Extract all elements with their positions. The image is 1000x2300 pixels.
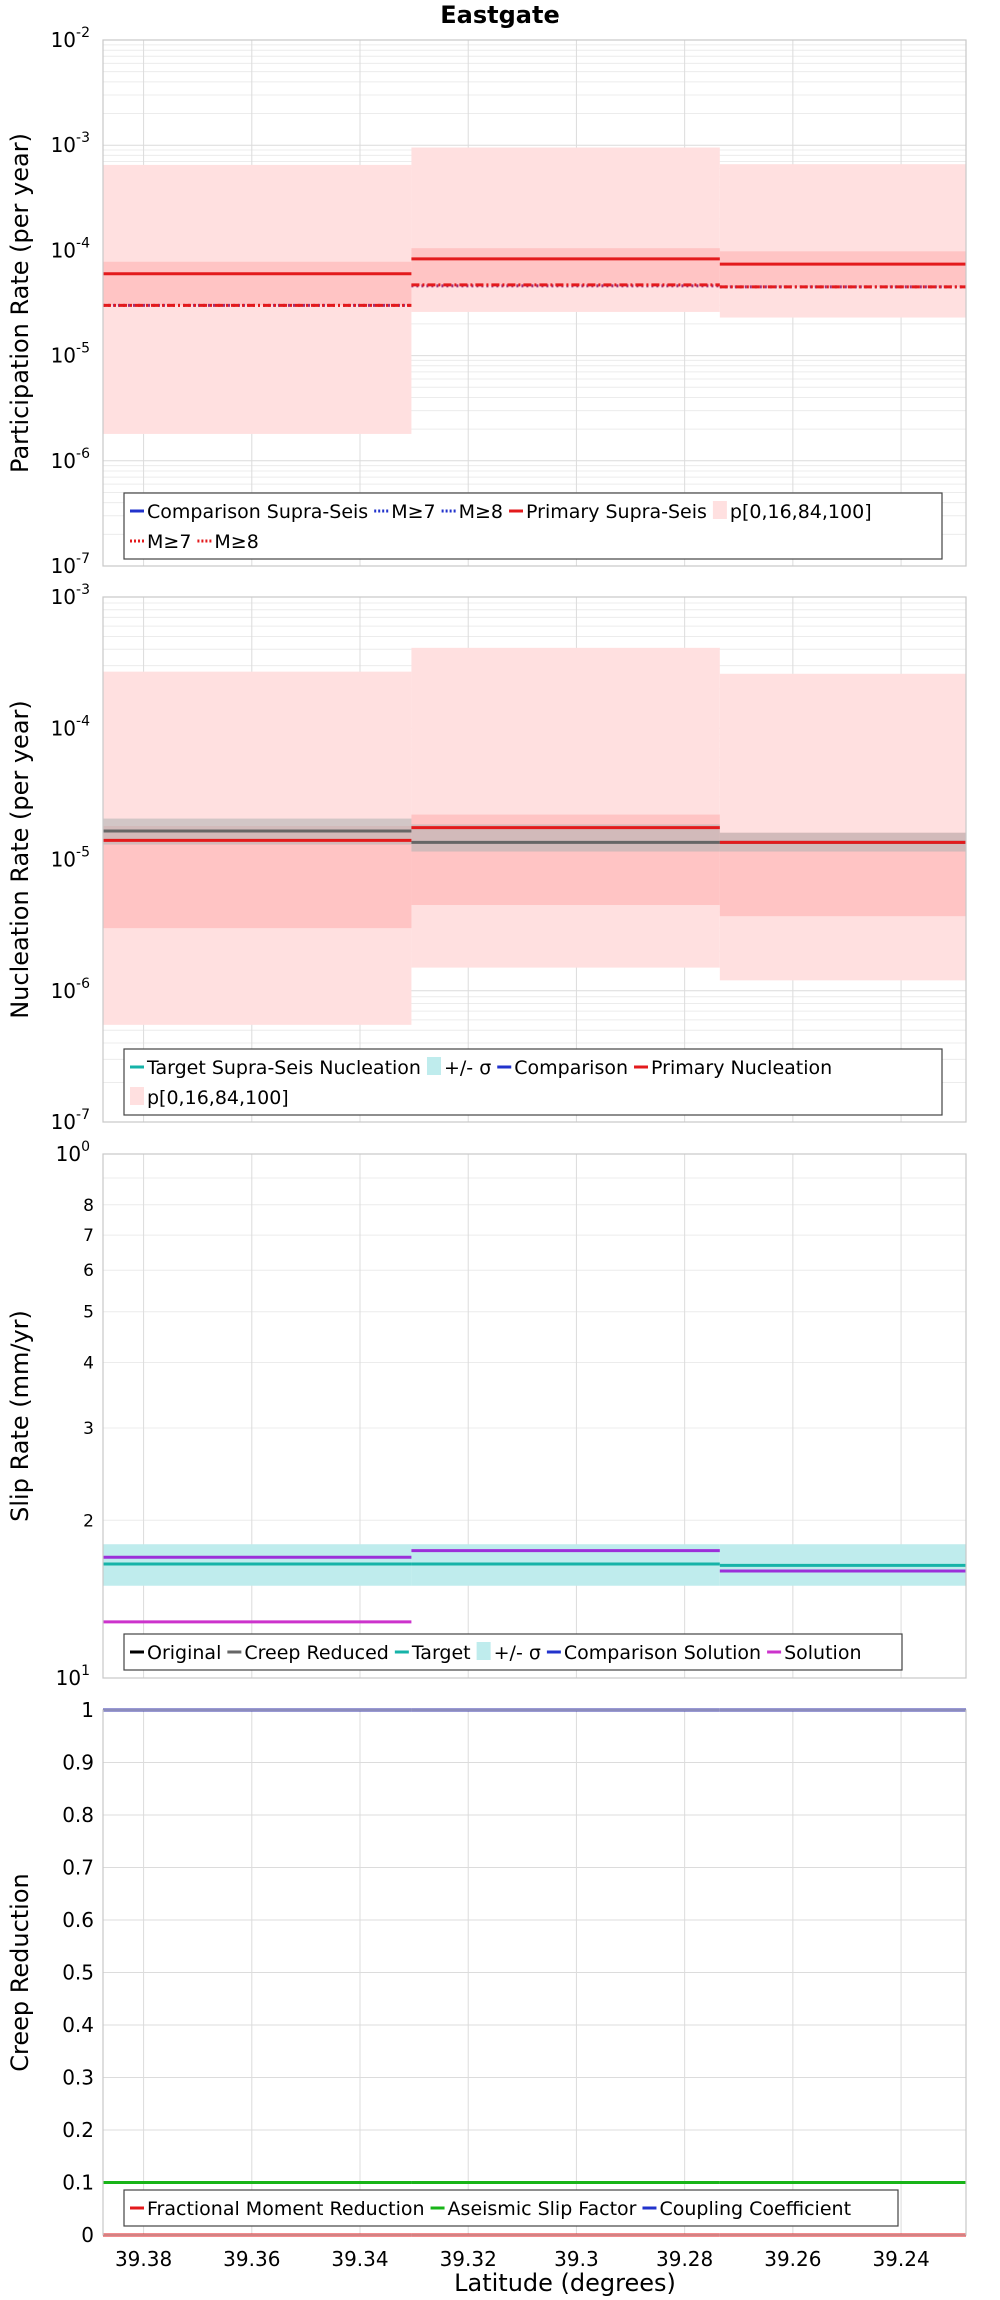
legend-label: p[0,16,84,100] [730, 501, 872, 523]
legend-label: M≥8 [214, 531, 258, 553]
plot-area [103, 1154, 966, 1678]
band-nucleation [411, 647, 720, 968]
legend-label: Target [411, 1642, 471, 1664]
panel-participation: 10-7 10-6 10-5 10-4 10-3 10-2 Participation Ra… [6, 25, 967, 578]
y-tick-label: 10-5 [51, 845, 90, 872]
y-minor-tick-label: 5 [83, 1303, 94, 1323]
y-tick-label: 10-4 [51, 713, 91, 740]
legend-label: Coupling Coefficient [659, 2198, 851, 2220]
legend-label: Solution [784, 1642, 861, 1664]
y-tick-label: 10-4 [51, 235, 91, 262]
legend-label: Comparison [514, 1057, 628, 1079]
legend-box [123, 2189, 899, 2227]
legend-swatch [476, 1642, 491, 1660]
y-minor-tick-label: 8 [83, 1196, 94, 1216]
x-tick-label: 39.34 [331, 2247, 388, 2271]
legend-label: Original [147, 1642, 221, 1664]
y-tick-label: 10-6 [51, 976, 91, 1003]
x-tick-label: 39.38 [115, 2247, 172, 2271]
y-axis-title: Nucleation Rate (per year) [6, 700, 34, 1019]
y-tick-label: 0.3 [62, 2066, 94, 2090]
legend-swatch [712, 501, 727, 519]
figure-title: Eastgate [440, 1, 559, 29]
x-tick-label: 39.32 [440, 2247, 497, 2271]
y-axis-title: Creep Reduction [6, 1873, 34, 2071]
y-minor-tick-label: 6 [83, 1261, 94, 1281]
legend-swatch [130, 1087, 144, 1105]
legend-label: Primary Nucleation [651, 1057, 832, 1079]
legend-box [123, 492, 943, 560]
y-tick-label: 0.8 [62, 1803, 94, 1827]
y-tick-label: 10-2 [51, 25, 90, 52]
y-tick-label: 10-6 [51, 446, 91, 473]
y-tick-label: 0.2 [62, 2118, 94, 2142]
y-tick-label: 10-7 [51, 551, 90, 578]
legend-box [123, 1048, 943, 1116]
y-tick-label: 10-3 [51, 130, 90, 157]
y-tick-label: 0.5 [62, 1961, 94, 1985]
y-axis-title: Slip Rate (mm/yr) [6, 1310, 34, 1522]
band-participation [103, 261, 412, 306]
band-nucleation [719, 673, 966, 981]
x-tick-label: 39.28 [656, 2247, 713, 2271]
legend-creep: Fractional Moment Reduction Aseismic Slip… [123, 2189, 899, 2227]
y-tick-label: 1 [81, 1698, 94, 1722]
x-tick-label: 39.26 [764, 2247, 821, 2271]
y-tick-label: 10-3 [51, 582, 90, 609]
y-minor-tick-label: 7 [83, 1226, 94, 1246]
legend-label: Target Supra-Seis Nucleation [146, 1057, 421, 1079]
y-tick-label: 10-7 [51, 1107, 90, 1134]
panel-slip: 101 100 2 3 4 5 6 7 8 Slip Rate (mm/yr) Original Cr… [6, 1139, 967, 1690]
legend-label: +/- σ [444, 1057, 491, 1079]
legend-nucleation: Target Supra-Seis Nucleation +/- σ Compari… [123, 1048, 943, 1116]
band-participation [719, 251, 966, 287]
y-tick-label: 101 [56, 1663, 90, 1690]
legend-label: p[0,16,84,100] [147, 1087, 289, 1109]
legend-label: Fractional Moment Reduction [147, 2198, 425, 2220]
legend-label: Comparison Supra-Seis [147, 501, 368, 523]
legend-swatch [426, 1057, 441, 1075]
legend-label: Creep Reduced [244, 1642, 388, 1664]
legend-label: Aseismic Slip Factor [448, 2198, 637, 2220]
legend-label: Comparison Solution [564, 1642, 761, 1664]
panel-nucleation: 10-7 10-6 10-5 10-4 10-3 Nucleation Rate (per… [6, 582, 967, 1134]
legend-label: M≥7 [147, 531, 191, 553]
legend-label: Primary Supra-Seis [526, 501, 707, 523]
y-tick-label: 10-5 [51, 341, 90, 368]
plot-frame [102, 1709, 967, 2236]
y-tick-label: 100 [56, 1139, 90, 1166]
x-tick-label: 39.3 [554, 2247, 599, 2271]
x-axis-title: Latitude (degrees) [454, 2269, 676, 2297]
legend-participation: Comparison Supra-Seis M≥7 M≥8 Primary Supra… [123, 492, 943, 560]
plot-frame [102, 596, 967, 1123]
band-participation [411, 248, 720, 286]
band-participation [719, 164, 966, 318]
y-tick-label: 0.4 [62, 2013, 94, 2037]
y-tick-label: 0.6 [62, 1908, 94, 1932]
panel-creep: 0 0.1 0.2 0.3 0.4 0.5 0.6 0.7 0.8 0.9 1 Creep Reduc… [6, 1698, 967, 2247]
y-minor-tick-label: 3 [83, 1419, 94, 1439]
x-tick-label: 39.24 [872, 2247, 929, 2271]
y-tick-label: 0 [81, 2223, 94, 2247]
y-minor-tick-label: 2 [83, 1511, 94, 1531]
y-tick-label: 0.9 [62, 1751, 94, 1775]
plot-frame [102, 39, 967, 567]
y-tick-label: 0.7 [62, 1856, 94, 1880]
y-tick-label: 0.1 [62, 2171, 94, 2195]
y-axis-title: Participation Rate (per year) [6, 133, 34, 473]
legend-slip: Original Creep Reduced Target +/- σ Comparis… [123, 1633, 903, 1671]
plot-frame [102, 1153, 967, 1679]
x-tick-label: 39.36 [223, 2247, 280, 2271]
legend-label: M≥7 [391, 501, 435, 523]
legend-label: +/- σ [494, 1642, 541, 1664]
legend-label: M≥8 [459, 501, 503, 523]
y-minor-tick-label: 4 [83, 1354, 94, 1374]
